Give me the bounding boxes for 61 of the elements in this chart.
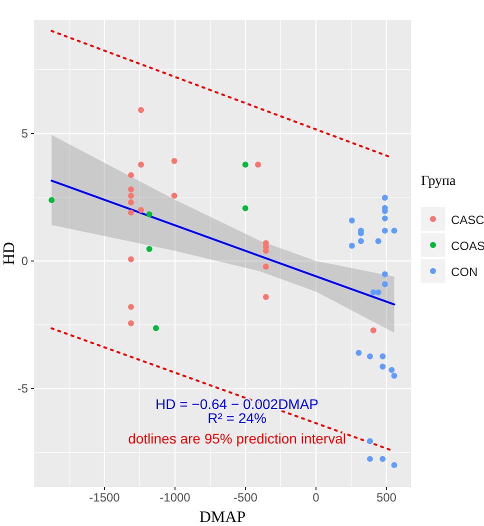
point <box>128 320 134 326</box>
point <box>242 205 248 212</box>
x-tick-label: -500 <box>233 490 258 505</box>
y-axis-title: HD <box>1 242 18 266</box>
point <box>138 207 144 213</box>
point <box>382 281 388 288</box>
point <box>128 304 134 310</box>
point <box>358 238 364 244</box>
point <box>128 192 134 199</box>
point <box>152 325 159 332</box>
point <box>171 158 178 164</box>
y-tick-label: -5 <box>17 381 28 396</box>
point <box>128 210 134 216</box>
point <box>255 162 262 168</box>
point <box>128 256 134 262</box>
point <box>391 372 398 379</box>
point <box>380 353 386 360</box>
point <box>262 264 269 270</box>
point <box>356 350 362 356</box>
x-axis-title: DMAP <box>199 509 246 526</box>
point <box>382 228 388 234</box>
point <box>382 215 388 222</box>
point <box>391 228 398 234</box>
point <box>382 271 388 278</box>
legend-title: Група <box>421 174 457 189</box>
point <box>375 238 382 244</box>
point <box>48 197 55 204</box>
point <box>171 192 178 199</box>
annotation: R² = 24% <box>208 410 266 426</box>
point <box>382 194 388 201</box>
point <box>366 456 373 462</box>
point <box>262 294 269 300</box>
y-tick-label: 5 <box>21 126 28 140</box>
legend-label: CASC <box>451 213 484 227</box>
point <box>366 353 373 360</box>
point <box>348 217 355 224</box>
y-tick-label: 0 <box>21 254 28 268</box>
point <box>380 364 386 370</box>
x-tick-label: -1500 <box>89 490 120 505</box>
annotation: dotlines are 95% prediction interval <box>128 430 346 446</box>
x-tick-label: -1000 <box>160 490 191 505</box>
x-tick-label: 500 <box>376 490 397 505</box>
point <box>388 366 395 373</box>
point <box>146 211 152 218</box>
legend-label: CON <box>451 265 478 279</box>
point <box>128 199 134 206</box>
point <box>146 246 152 252</box>
point <box>366 438 373 444</box>
point <box>348 242 355 249</box>
point <box>128 172 134 178</box>
point <box>370 327 376 334</box>
point <box>242 162 248 168</box>
x-tick-label: 0 <box>312 490 320 505</box>
point <box>391 462 398 468</box>
point <box>370 289 376 296</box>
point <box>138 107 144 114</box>
line-series <box>50 180 396 306</box>
point <box>128 186 134 192</box>
point <box>138 162 144 168</box>
point <box>380 456 386 462</box>
point <box>375 289 382 296</box>
